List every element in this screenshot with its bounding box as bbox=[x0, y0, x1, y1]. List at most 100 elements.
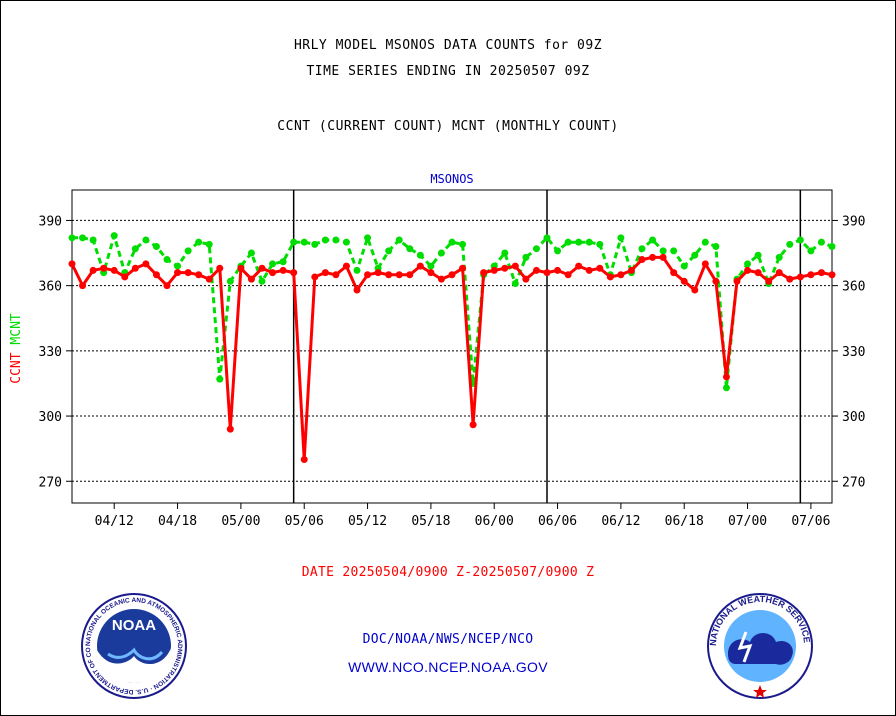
data-point-mcnt bbox=[501, 249, 509, 257]
data-point-ccnt bbox=[279, 266, 287, 274]
org-path-label: DOC/NOAA/NWS/NCEP/NCO bbox=[362, 632, 534, 647]
y-tick-label-left: 300 bbox=[39, 410, 62, 425]
data-point-ccnt bbox=[142, 260, 150, 268]
x-tick-label: 06/06 bbox=[538, 514, 577, 529]
data-point-mcnt bbox=[68, 234, 76, 242]
data-point-ccnt bbox=[627, 266, 635, 274]
data-point-ccnt bbox=[300, 456, 308, 464]
data-point-ccnt bbox=[321, 269, 329, 277]
data-point-ccnt bbox=[596, 264, 604, 272]
data-point-ccnt bbox=[564, 271, 572, 279]
data-point-ccnt bbox=[226, 425, 234, 433]
data-point-ccnt bbox=[311, 273, 319, 281]
y-axis-label-ccnt: CCNT bbox=[9, 352, 24, 383]
data-point-ccnt bbox=[174, 269, 182, 277]
chart-subtitle: CCNT (CURRENT COUNT) MCNT (MONTHLY COUNT… bbox=[277, 119, 619, 134]
data-point-ccnt bbox=[205, 275, 213, 283]
data-point-ccnt bbox=[416, 262, 424, 270]
data-point-ccnt bbox=[638, 256, 646, 264]
data-point-mcnt bbox=[152, 243, 160, 251]
data-point-mcnt bbox=[459, 240, 467, 248]
data-point-mcnt bbox=[342, 238, 350, 246]
data-point-ccnt bbox=[606, 273, 614, 281]
data-point-mcnt bbox=[247, 249, 255, 257]
data-point-mcnt bbox=[786, 240, 794, 248]
y-tick-label-right: 390 bbox=[842, 214, 865, 229]
data-point-ccnt bbox=[364, 271, 372, 279]
data-point-ccnt bbox=[195, 271, 203, 279]
data-point-ccnt bbox=[427, 269, 435, 277]
data-point-ccnt bbox=[828, 271, 836, 279]
data-point-ccnt bbox=[131, 264, 139, 272]
data-point-ccnt bbox=[786, 275, 794, 283]
y-tick-label-right: 360 bbox=[842, 280, 865, 295]
data-point-ccnt bbox=[712, 277, 720, 285]
data-point-mcnt bbox=[385, 247, 393, 255]
data-point-ccnt bbox=[121, 273, 129, 281]
x-tick-label: 05/12 bbox=[348, 514, 387, 529]
data-point-ccnt bbox=[817, 269, 825, 277]
data-point-ccnt bbox=[617, 271, 625, 279]
x-tick-label: 06/12 bbox=[601, 514, 640, 529]
data-point-ccnt bbox=[332, 271, 340, 279]
data-point-mcnt bbox=[89, 236, 97, 244]
panel-label: MSONOS bbox=[430, 172, 473, 186]
x-tick-label: 05/06 bbox=[285, 514, 324, 529]
nws-logo-icon: NATIONAL WEATHER SERVICE bbox=[707, 593, 813, 699]
data-point-mcnt bbox=[226, 277, 234, 285]
data-point-mcnt bbox=[691, 251, 699, 259]
data-point-ccnt bbox=[79, 282, 87, 290]
y-axis-label-mcnt: MCNT bbox=[9, 313, 24, 352]
y-tick-label-left: 330 bbox=[39, 345, 62, 360]
data-point-mcnt bbox=[131, 245, 139, 253]
y-tick-label-right: 300 bbox=[842, 410, 865, 425]
data-point-mcnt bbox=[163, 256, 171, 264]
data-point-ccnt bbox=[701, 260, 709, 268]
noaa-logo-text: NOAA bbox=[112, 617, 156, 634]
data-point-ccnt bbox=[342, 262, 350, 270]
data-point-ccnt bbox=[406, 271, 414, 279]
data-point-mcnt bbox=[279, 258, 287, 266]
data-point-ccnt bbox=[722, 373, 730, 381]
x-tick-label: 05/00 bbox=[221, 514, 260, 529]
x-tick-label: 05/18 bbox=[411, 514, 450, 529]
data-point-mcnt bbox=[649, 236, 657, 244]
data-point-mcnt bbox=[796, 236, 804, 244]
data-point-ccnt bbox=[68, 260, 76, 268]
chart-title-line-2: TIME SERIES ENDING IN 20250507 09Z bbox=[306, 64, 590, 79]
data-point-mcnt bbox=[680, 262, 688, 270]
data-point-ccnt bbox=[163, 282, 171, 290]
data-point-mcnt bbox=[216, 375, 224, 383]
data-point-mcnt bbox=[564, 238, 572, 246]
data-point-ccnt bbox=[532, 266, 540, 274]
website-link[interactable]: WWW.NCO.NCEP.NOAA.GOV bbox=[348, 659, 548, 675]
noaa-logo-icon: NOAA NATIONAL OCEANIC AND ATMOSPHERIC AD… bbox=[80, 592, 187, 699]
data-point-mcnt bbox=[406, 245, 414, 253]
data-point-ccnt bbox=[269, 269, 277, 277]
data-point-mcnt bbox=[269, 260, 277, 268]
data-point-mcnt bbox=[205, 240, 213, 248]
data-point-mcnt bbox=[195, 238, 203, 246]
data-point-mcnt bbox=[511, 279, 519, 287]
chart-title-line-1: HRLY MODEL MSONOS DATA COUNTS for 09Z bbox=[293, 38, 603, 53]
y-tick-label-right: 330 bbox=[842, 345, 865, 360]
data-point-ccnt bbox=[575, 262, 583, 270]
x-tick-label: 04/18 bbox=[158, 514, 197, 529]
data-point-mcnt bbox=[722, 384, 730, 392]
x-tick-label: 06/18 bbox=[665, 514, 704, 529]
data-point-mcnt bbox=[596, 240, 604, 248]
data-point-mcnt bbox=[522, 253, 530, 261]
data-point-ccnt bbox=[152, 271, 160, 279]
data-point-ccnt bbox=[290, 269, 298, 277]
data-point-mcnt bbox=[543, 234, 551, 242]
data-point-mcnt bbox=[712, 243, 720, 251]
data-point-ccnt bbox=[448, 271, 456, 279]
data-point-ccnt bbox=[670, 269, 678, 277]
data-point-mcnt bbox=[554, 247, 562, 255]
data-point-ccnt bbox=[744, 266, 752, 274]
data-point-mcnt bbox=[638, 245, 646, 253]
x-tick-label: 07/06 bbox=[791, 514, 830, 529]
data-point-mcnt bbox=[617, 234, 625, 242]
data-point-mcnt bbox=[300, 238, 308, 246]
data-point-mcnt bbox=[110, 232, 118, 240]
